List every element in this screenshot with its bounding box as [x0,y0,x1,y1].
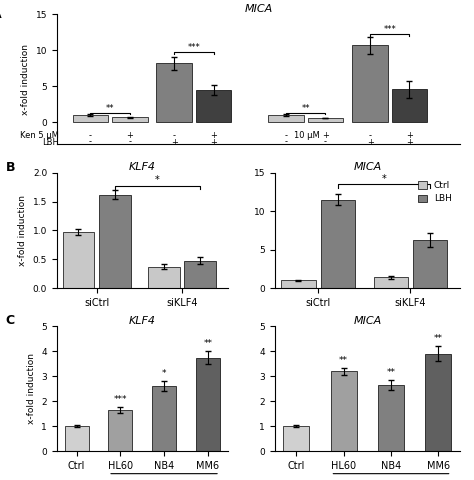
Bar [283,426,310,451]
Text: B: B [6,161,15,174]
Text: -: - [369,131,372,140]
Title: KLF4: KLF4 [129,162,155,172]
Text: -: - [324,137,327,146]
Text: +: + [210,131,217,140]
Text: -: - [173,131,176,140]
Text: +: + [406,137,413,146]
Bar [112,117,147,122]
Text: **: ** [339,356,348,365]
Bar [148,267,180,288]
Bar [378,385,404,451]
Y-axis label: x-fold induction: x-fold induction [21,44,30,115]
Text: 10 μM: 10 μM [294,131,320,140]
Bar [109,410,132,451]
Title: MICA: MICA [244,4,273,13]
Text: **: ** [386,368,395,377]
Text: **: ** [301,104,310,113]
Text: *: * [382,174,386,183]
Text: C: C [6,314,15,327]
Text: **: ** [106,104,114,113]
Text: -: - [128,137,131,146]
Bar [196,358,220,451]
Bar [63,232,94,288]
Bar [73,115,109,122]
Bar [374,277,408,288]
Text: -: - [89,137,92,146]
Title: MICA: MICA [353,316,382,325]
Title: MICA: MICA [353,162,382,172]
Text: +: + [126,131,133,140]
Bar [268,115,304,122]
Text: -: - [285,131,288,140]
Bar [281,280,316,288]
Bar [64,426,89,451]
Bar [196,90,231,122]
Bar [156,63,192,122]
Text: +: + [171,137,178,146]
Title: KLF4: KLF4 [129,316,155,325]
Y-axis label: x-fold induction: x-fold induction [27,353,36,424]
Text: -: - [285,137,288,146]
Bar [425,354,451,451]
Bar [392,89,428,122]
Y-axis label: x-fold induction: x-fold induction [18,195,27,266]
Text: -: - [89,131,92,140]
Text: *: * [155,176,160,185]
Bar [184,261,216,288]
Text: + LBH: + LBH [0,479,1,480]
Bar [352,46,388,122]
Legend: Ctrl, LBH: Ctrl, LBH [414,177,455,207]
Text: ***: *** [114,395,127,404]
Bar [152,386,176,451]
Bar [331,372,357,451]
Text: + LBH: + LBH [0,479,1,480]
Text: ***: *** [188,43,201,52]
Text: +: + [406,131,413,140]
Text: ***: *** [383,25,396,34]
Bar [308,118,343,122]
Text: A: A [0,8,2,21]
Bar [99,195,131,288]
Text: +: + [367,137,374,146]
Text: **: ** [434,335,443,343]
Bar [320,200,355,288]
Text: +: + [210,137,217,146]
Text: LBH: LBH [42,137,59,146]
Text: +: + [322,131,329,140]
Text: **: ** [203,339,212,348]
Text: Ken 5 μM: Ken 5 μM [20,131,59,140]
Bar [413,240,447,288]
Text: *: * [162,369,166,378]
